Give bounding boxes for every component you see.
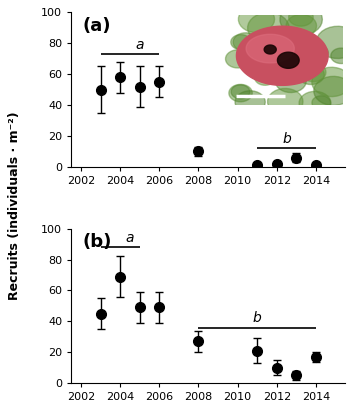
Text: b: b xyxy=(253,311,262,325)
Text: (b): (b) xyxy=(82,233,111,251)
Text: (a): (a) xyxy=(82,17,111,35)
Text: b: b xyxy=(282,132,291,146)
Text: a: a xyxy=(126,231,134,245)
Text: Recruits (individuals · m⁻²): Recruits (individuals · m⁻²) xyxy=(8,112,21,300)
Text: a: a xyxy=(136,38,144,52)
